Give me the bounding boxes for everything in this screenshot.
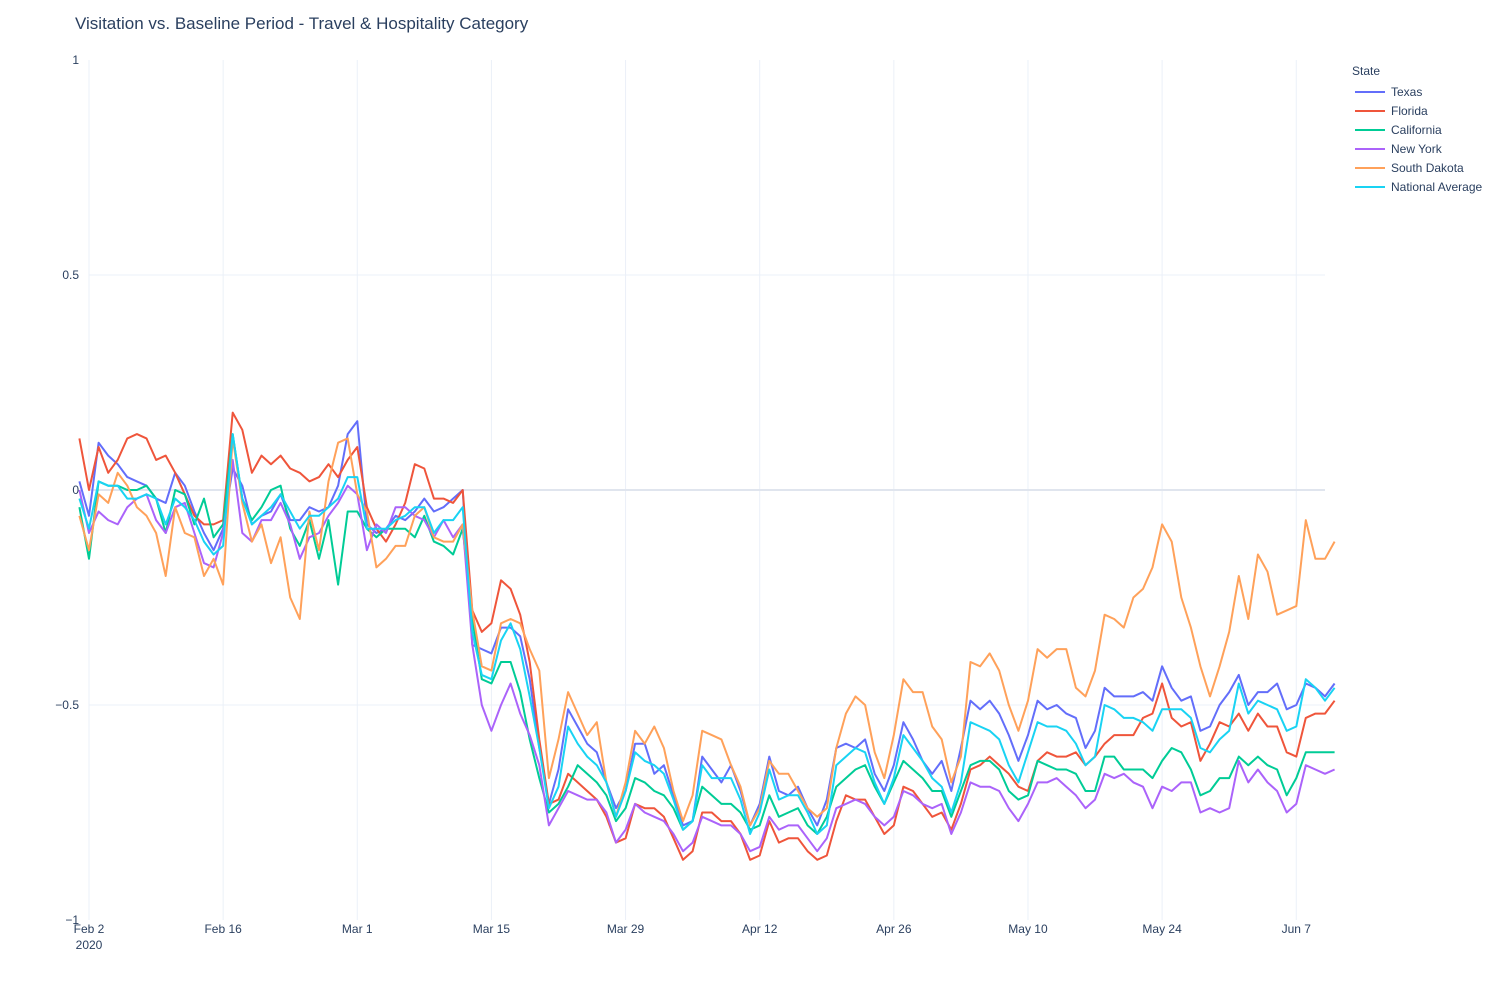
- y-tick-label: −1: [65, 913, 79, 927]
- x-tick-label: Feb 2: [74, 922, 105, 936]
- legend-swatch: [1355, 147, 1385, 150]
- legend: State Texas Florida California New York Sout…: [1352, 64, 1482, 196]
- y-tick-label: 0: [72, 483, 79, 497]
- series-line-florida: [78, 411, 1336, 861]
- series-line-national-average: [78, 433, 1336, 835]
- x-tick-sublabel: 2020: [76, 938, 103, 952]
- legend-swatch: [1355, 109, 1385, 112]
- legend-swatch: [1355, 185, 1385, 188]
- x-tick-label: Mar 29: [607, 922, 645, 936]
- legend-swatch: [1355, 90, 1385, 93]
- legend-item-south-dakota[interactable]: South Dakota: [1352, 158, 1482, 177]
- legend-swatch: [1355, 128, 1385, 131]
- y-tick-label: 0.5: [62, 268, 79, 282]
- legend-label: New York: [1391, 141, 1442, 156]
- series-line-new-york: [78, 458, 1336, 853]
- legend-item-california[interactable]: California: [1352, 120, 1482, 139]
- x-tick-label: Apr 26: [876, 922, 912, 936]
- x-tick-label: Jun 7: [1282, 922, 1312, 936]
- series-layer: [78, 411, 1336, 861]
- y-tick-label: 1: [72, 53, 79, 67]
- series-line-south-dakota: [78, 437, 1336, 827]
- legend-label: California: [1391, 122, 1442, 137]
- legend-label: Florida: [1391, 103, 1428, 118]
- legend-item-national-average[interactable]: National Average: [1352, 177, 1482, 196]
- legend-item-texas[interactable]: Texas: [1352, 82, 1482, 101]
- x-tick-label: May 24: [1142, 922, 1182, 936]
- grid-layer: [88, 60, 1325, 920]
- legend-swatch: [1355, 166, 1385, 169]
- y-tick-label: −0.5: [55, 698, 79, 712]
- x-tick-label: Mar 1: [342, 922, 373, 936]
- series-line-texas: [78, 420, 1336, 827]
- legend-item-new-york[interactable]: New York: [1352, 139, 1482, 158]
- x-tick-label: Apr 12: [742, 922, 778, 936]
- x-tick-label: Feb 16: [204, 922, 242, 936]
- axis-layer: Feb 2 2020 Feb 16 Mar 1 Mar 15 Mar 29 Apr 12 Ap…: [55, 53, 1311, 952]
- legend-label: National Average: [1391, 179, 1483, 194]
- chart-title: Visitation vs. Baseline Period - Travel …: [75, 14, 529, 33]
- legend-label: Texas: [1391, 84, 1423, 99]
- series-line-california: [78, 433, 1335, 835]
- x-tick-label: Mar 15: [473, 922, 511, 936]
- legend-item-florida[interactable]: Florida: [1352, 101, 1482, 120]
- line-chart: Feb 2 2020 Feb 16 Mar 1 Mar 15 Mar 29 Apr 12 Ap…: [55, 53, 1336, 952]
- legend-label: South Dakota: [1391, 160, 1464, 175]
- x-tick-label: May 10: [1008, 922, 1048, 936]
- legend-title: State: [1352, 64, 1381, 78]
